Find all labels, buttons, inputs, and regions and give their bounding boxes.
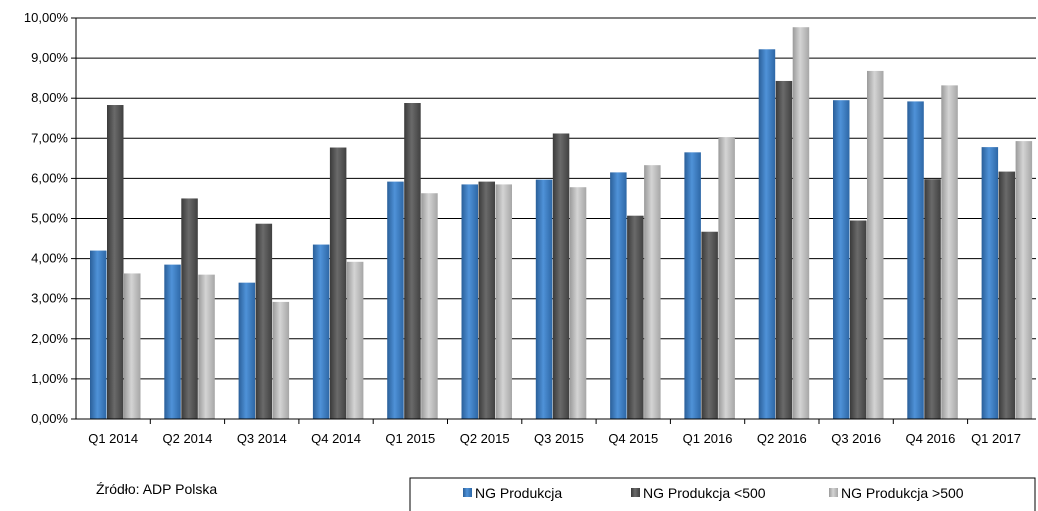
bar-ng-produkcja-gt500 <box>569 187 587 419</box>
legend: NG Produkcja NG Produkcja <500 NG Produk… <box>409 477 1036 511</box>
x-tick-label: Q4 2016 <box>906 431 956 446</box>
y-tick-label: 3,00% <box>31 291 68 306</box>
x-tick-label: Q2 2016 <box>757 431 807 446</box>
bar-ng-produkcja <box>907 101 924 420</box>
legend-label-2: NG Produkcja >500 <box>841 485 964 501</box>
bar-ng-produkcja-gt500 <box>941 85 958 420</box>
bar-ng-produkcja-gt500 <box>421 193 438 419</box>
x-tick-label: Q2 2014 <box>163 431 213 446</box>
legend-box <box>409 477 1036 511</box>
x-tick-label: Q1 2014 <box>88 431 138 446</box>
bar-ng-produkcja <box>387 181 404 419</box>
x-tick-label: Q3 2016 <box>831 431 881 446</box>
y-tick-label: 2,00% <box>31 331 68 346</box>
y-tick-label: 1,00% <box>31 371 68 386</box>
axes <box>71 17 1036 424</box>
bar-ng-produkcja <box>461 184 478 419</box>
bar-ng-produkcja-lt500 <box>478 181 495 419</box>
y-tick-label: 0,00% <box>31 411 68 426</box>
bar-ng-produkcja-lt500 <box>329 147 347 419</box>
x-tick-label: Q1 2017 <box>971 431 1021 446</box>
x-axis-tick-labels: Q1 2014 Q2 2014 Q3 2014 Q4 2014 Q1 2015 Q2 20… <box>88 431 1021 446</box>
legend-swatch-2 <box>829 488 838 497</box>
legend-swatch-0 <box>463 488 472 497</box>
bar-ng-produkcja-gt500 <box>1015 141 1033 419</box>
bar-ng-produkcja <box>981 147 999 419</box>
legend-label-0: NG Produkcja <box>475 485 562 501</box>
legend-swatch-1 <box>631 488 640 497</box>
bar-ng-produkcja <box>833 100 850 419</box>
bar-ng-produkcja-gt500 <box>346 261 364 419</box>
bar-ng-produkcja <box>758 49 776 419</box>
bar-ng-produkcja <box>90 250 107 419</box>
bar-ng-produkcja <box>684 152 701 419</box>
bar-ng-produkcja-gt500 <box>792 27 810 420</box>
bar-ng-produkcja-lt500 <box>850 220 867 419</box>
bar-ng-produkcja-lt500 <box>181 198 198 419</box>
bar-ng-produkcja-lt500 <box>701 231 718 419</box>
y-axis-tick-labels: 0,00% 1,00% 2,00% 3,00% 4,00% 5,00% 6,00% 7,00%… <box>24 10 69 426</box>
y-tick-label: 5,00% <box>31 211 68 226</box>
bar-ng-produkcja-lt500 <box>552 133 570 419</box>
bar-ng-produkcja-gt500 <box>124 273 141 419</box>
bar-ng-produkcja-lt500 <box>255 223 273 419</box>
x-tick-label: Q3 2015 <box>534 431 584 446</box>
bar-ng-produkcja-gt500 <box>495 184 512 419</box>
bar-ng-produkcja-gt500 <box>272 301 290 419</box>
legend-label-1: NG Produkcja <500 <box>643 485 766 501</box>
x-tick-label: Q4 2015 <box>608 431 658 446</box>
bar-ng-produkcja-lt500 <box>627 215 644 419</box>
bar-ng-produkcja <box>312 244 330 419</box>
bar-ng-produkcja-gt500 <box>198 274 215 419</box>
bar-ng-produkcja <box>164 264 181 419</box>
bar-ng-produkcja-lt500 <box>404 103 421 420</box>
y-tick-label: 6,00% <box>31 170 68 185</box>
bars <box>90 27 1033 420</box>
y-tick-label: 7,00% <box>31 130 68 145</box>
bar-ng-produkcja-lt500 <box>775 80 793 419</box>
y-tick-label: 9,00% <box>31 50 68 65</box>
bar-ng-produkcja-lt500 <box>998 171 1016 419</box>
bar-ng-produkcja-gt500 <box>867 70 884 419</box>
bar-ng-produkcja <box>238 282 256 419</box>
y-tick-label: 4,00% <box>31 251 68 266</box>
x-tick-label: Q3 2014 <box>237 431 287 446</box>
x-tick-label: Q1 2016 <box>683 431 733 446</box>
bar-ng-produkcja <box>535 179 553 419</box>
bar-ng-produkcja-lt500 <box>107 105 124 419</box>
y-tick-label: 8,00% <box>31 90 68 105</box>
source-note: Źródło: ADP Polska <box>96 481 217 497</box>
x-tick-label: Q2 2015 <box>460 431 510 446</box>
bar-ng-produkcja-gt500 <box>644 165 661 419</box>
x-tick-label: Q4 2014 <box>311 431 361 446</box>
x-tick-label: Q1 2015 <box>385 431 435 446</box>
y-tick-label: 10,00% <box>24 10 69 25</box>
bar-ng-produkcja <box>610 172 627 419</box>
bar-ng-produkcja-lt500 <box>924 179 941 419</box>
bar-ng-produkcja-gt500 <box>718 137 735 420</box>
